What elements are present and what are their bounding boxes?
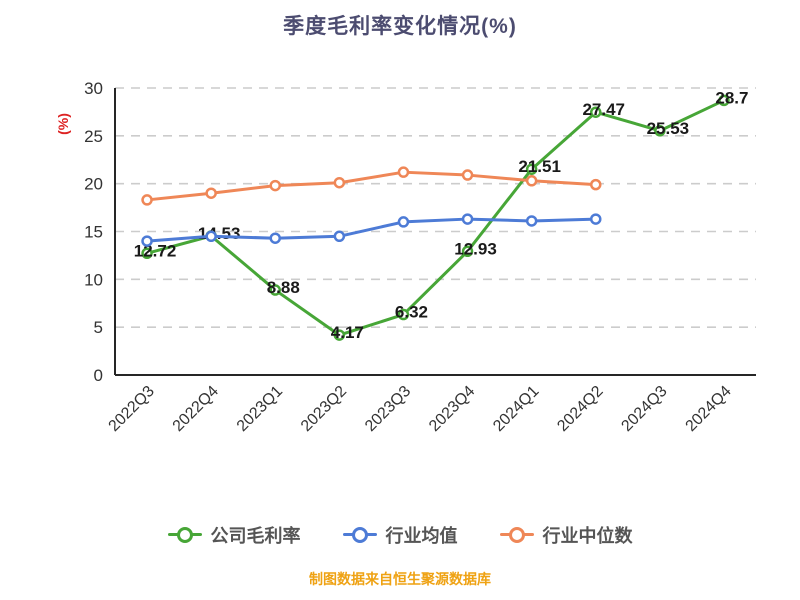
legend-item[interactable]: 行业中位数 bbox=[499, 522, 633, 548]
data-point-marker bbox=[141, 235, 153, 247]
data-point-marker bbox=[397, 308, 410, 321]
data-point-marker bbox=[205, 187, 217, 199]
series-line bbox=[145, 170, 598, 202]
data-point-marker bbox=[590, 213, 602, 225]
legend-label: 行业中位数 bbox=[542, 526, 633, 546]
data-point-marker bbox=[397, 166, 410, 178]
legend-marker-icon bbox=[499, 527, 534, 543]
data-label: 12.72 bbox=[134, 241, 177, 260]
data-point-marker bbox=[333, 230, 346, 243]
x-axis-tick-label: 2022Q4 bbox=[170, 383, 222, 435]
y-axis-tick-label: 0 bbox=[94, 366, 103, 385]
y-axis-tick-label: 25 bbox=[84, 127, 103, 146]
data-label: 25.53 bbox=[647, 119, 690, 138]
data-point-marker bbox=[141, 194, 153, 206]
x-axis-tick-label: 2024Q4 bbox=[682, 383, 734, 435]
data-point-marker bbox=[461, 245, 474, 258]
legend-marker-icon bbox=[342, 527, 377, 543]
data-label: 14.53 bbox=[198, 224, 241, 243]
y-axis-tick-label: 10 bbox=[84, 270, 103, 289]
data-label: 27.47 bbox=[582, 100, 625, 119]
series-line bbox=[145, 217, 598, 243]
x-axis-tick-label: 2023Q4 bbox=[426, 383, 478, 435]
data-point-marker bbox=[461, 213, 474, 225]
legend-marker-icon bbox=[167, 527, 202, 543]
legend-label: 行业均值 bbox=[385, 526, 458, 546]
data-point-marker bbox=[205, 230, 217, 243]
legend-label: 公司毛利率 bbox=[210, 526, 301, 546]
y-axis-tick-label: 30 bbox=[84, 79, 103, 98]
data-label: 28.7 bbox=[715, 88, 748, 107]
data-point-marker bbox=[461, 169, 474, 181]
x-axis-tick-label: 2024Q2 bbox=[554, 383, 606, 435]
data-point-marker bbox=[590, 178, 602, 191]
legend-item[interactable]: 行业均值 bbox=[342, 522, 458, 548]
data-label: 4.17 bbox=[331, 323, 364, 342]
data-label: 8.88 bbox=[267, 278, 300, 297]
source-caption: 制图数据来自恒生聚源数据库 bbox=[309, 571, 491, 587]
data-point-marker bbox=[525, 215, 538, 227]
data-label: 21.51 bbox=[518, 157, 561, 176]
x-axis-tick-label: 2023Q3 bbox=[362, 383, 414, 435]
data-point-marker bbox=[718, 94, 730, 107]
y-axis-tick-label: 5 bbox=[94, 318, 103, 337]
data-point-marker bbox=[525, 175, 538, 187]
data-label: 6.32 bbox=[395, 303, 428, 322]
data-point-marker bbox=[333, 176, 346, 189]
legend-item[interactable]: 公司毛利率 bbox=[167, 522, 301, 548]
x-axis-tick-label: 2024Q1 bbox=[490, 383, 542, 435]
series-line bbox=[145, 98, 726, 337]
data-point-marker bbox=[590, 106, 602, 118]
data-point-marker bbox=[141, 247, 153, 260]
data-label: 12.93 bbox=[454, 239, 497, 258]
data-point-marker bbox=[397, 216, 410, 228]
data-point-marker bbox=[654, 125, 666, 137]
y-axis-tick-label: 20 bbox=[84, 175, 103, 194]
x-axis-tick-label: 2023Q2 bbox=[298, 383, 350, 435]
chart-legend: 公司毛利率 行业均值 行业中位数 bbox=[0, 522, 800, 548]
data-point-marker bbox=[269, 232, 281, 244]
data-point-marker bbox=[269, 284, 281, 296]
x-axis-tick-label: 2024Q3 bbox=[618, 383, 670, 435]
data-point-marker bbox=[525, 163, 538, 175]
chart-title: 季度毛利率变化情况(%) bbox=[283, 15, 517, 38]
x-axis-tick-label: 2023Q1 bbox=[234, 383, 286, 435]
data-point-marker bbox=[333, 329, 346, 341]
x-axis-tick-label: 2022Q3 bbox=[106, 383, 158, 435]
y-axis-title: (%) bbox=[55, 113, 71, 135]
data-point-marker bbox=[269, 179, 281, 192]
y-axis-tick-label: 15 bbox=[84, 223, 103, 242]
